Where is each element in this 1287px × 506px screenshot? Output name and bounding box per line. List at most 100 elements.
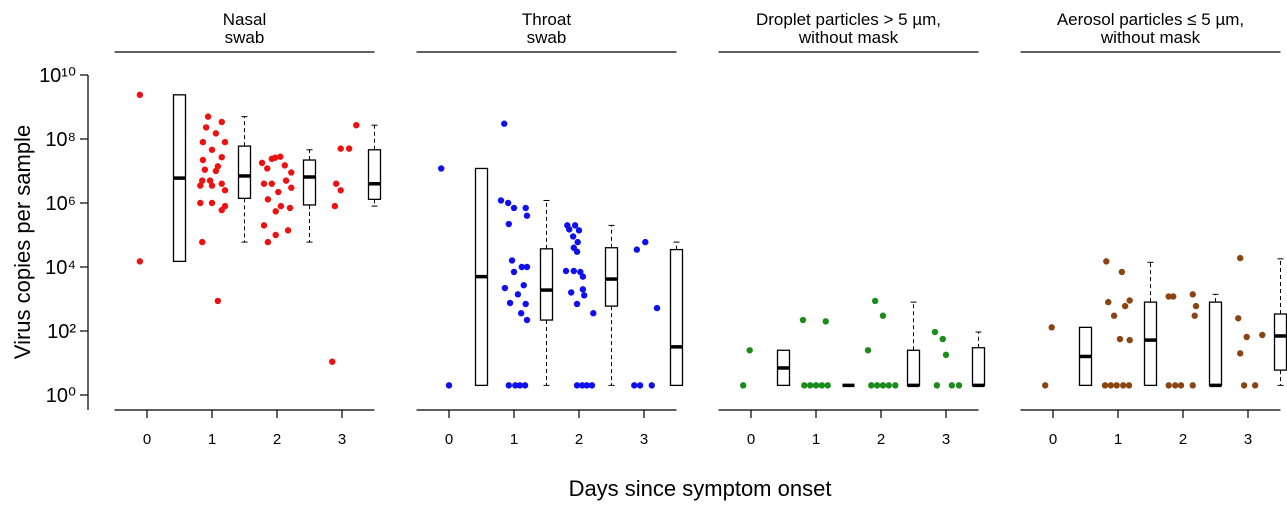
data-point [514, 291, 522, 298]
data-point [574, 238, 581, 246]
data-point [1113, 382, 1120, 389]
data-point [282, 177, 290, 184]
data-point [631, 382, 638, 389]
data-point [1105, 298, 1112, 306]
x-tick-label: 3 [942, 431, 950, 448]
data-point [501, 120, 508, 127]
data-point [206, 177, 214, 184]
data-point [818, 382, 826, 389]
data-point [1170, 293, 1177, 300]
data-point [445, 382, 453, 389]
data-point [218, 118, 225, 126]
data-point [264, 165, 271, 172]
data-point [579, 382, 586, 389]
data-point [579, 273, 587, 280]
data-point [329, 358, 336, 365]
data-point [1103, 258, 1110, 265]
data-point [522, 300, 529, 308]
data-point [885, 382, 892, 389]
data-point [1126, 297, 1133, 304]
data-point [1110, 312, 1118, 319]
data-point [1165, 382, 1172, 389]
data-point [521, 382, 529, 389]
data-point [636, 382, 644, 389]
x-tick-label: 1 [1114, 431, 1122, 448]
data-point [275, 188, 282, 196]
data-point [864, 347, 872, 354]
data-point [568, 289, 575, 296]
data-point [288, 184, 295, 191]
x-tick-label: 0 [747, 431, 755, 448]
data-point [746, 347, 753, 354]
data-point [523, 316, 531, 324]
data-point [506, 299, 514, 307]
data-point [497, 197, 505, 204]
data-point [204, 113, 212, 120]
data-point [504, 199, 512, 207]
data-point [1172, 382, 1179, 389]
data-point [1251, 382, 1259, 389]
box [539, 248, 554, 321]
panel-title: without mask [798, 28, 899, 47]
box [604, 247, 619, 307]
box [302, 159, 317, 206]
x-tick-label: 1 [208, 431, 216, 448]
data-point [583, 382, 590, 389]
data-point [523, 263, 531, 271]
data-point [212, 130, 220, 137]
x-tick-label: 3 [1244, 431, 1252, 448]
box [906, 349, 921, 387]
data-point [505, 220, 512, 228]
y-tick-label: 10² [47, 321, 76, 343]
data-point [812, 382, 820, 389]
data-point [199, 138, 207, 146]
data-point [512, 382, 519, 389]
data-point [1116, 335, 1124, 343]
data-point [221, 138, 229, 146]
data-point [136, 91, 144, 99]
box [367, 149, 382, 201]
data-point [271, 154, 279, 161]
data-point [136, 258, 144, 265]
data-point [331, 202, 339, 210]
data-point [1048, 324, 1055, 331]
data-point [208, 182, 216, 189]
data-point [1191, 312, 1198, 319]
data-point [199, 238, 206, 246]
data-point [337, 187, 344, 194]
data-point [573, 300, 581, 308]
data-point [562, 267, 570, 275]
data-point [199, 156, 207, 164]
box [669, 248, 684, 387]
data-point [264, 196, 272, 203]
x-tick-label: 2 [575, 431, 583, 448]
data-point [1243, 333, 1250, 341]
data-point [1118, 268, 1126, 276]
data-point [272, 208, 279, 215]
data-point [740, 382, 747, 389]
data-point [1235, 315, 1242, 322]
data-point [214, 297, 222, 305]
data-point [822, 318, 829, 325]
data-point [948, 382, 956, 389]
data-point [1121, 302, 1129, 310]
y-tick-label: 10⁴ [45, 257, 76, 279]
data-point [879, 382, 887, 389]
data-point [260, 180, 268, 187]
y-axis-label: Virus copies per sample [10, 125, 35, 359]
data-point [573, 248, 581, 255]
data-point [218, 180, 225, 187]
data-point [824, 382, 831, 389]
data-point [221, 187, 229, 194]
panel-title: without mask [1100, 28, 1201, 47]
data-point [871, 297, 879, 305]
data-point [879, 312, 887, 319]
data-point [799, 316, 807, 324]
data-point [1237, 254, 1244, 262]
data-point [588, 382, 596, 389]
data-point [332, 180, 340, 187]
data-point [218, 206, 225, 214]
x-tick-label: 2 [1179, 431, 1187, 448]
x-tick-label: 3 [338, 431, 346, 448]
